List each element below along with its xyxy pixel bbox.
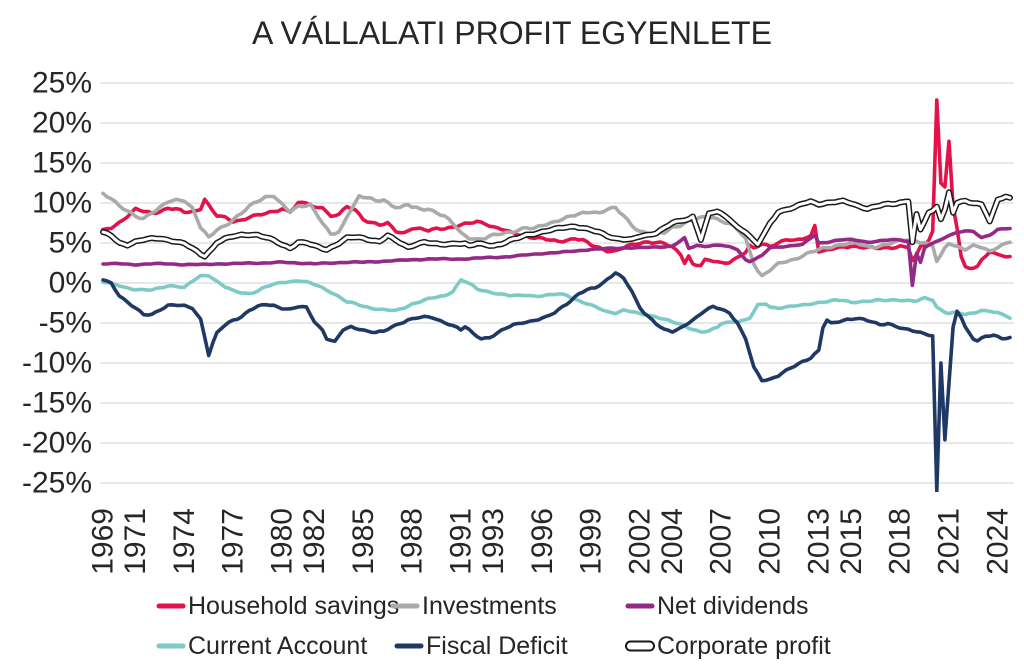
x-tick-label: 2018 [884,508,917,575]
x-tick-label: 1971 [119,508,152,575]
y-tick-label: -5% [39,307,92,340]
series-line-household-savings [101,98,1012,271]
legend-item-fiscal-deficit-label: Fiscal Deficit [426,632,568,660]
series-line-net-dividends [101,226,1012,288]
chart-title: A VÁLLALATI PROFIT EGYENLETE [252,15,772,51]
legend-item-net-dividends-label: Net dividends [657,592,808,620]
x-tick-label: 1999 [575,508,608,575]
series-line-fiscal-deficit [101,271,1012,492]
x-tick-label: 1969 [87,508,120,575]
x-tick-label: 2002 [623,508,656,575]
y-tick-label: 0% [49,267,92,300]
y-tick-label: 10% [32,187,92,220]
x-tick-label: 2013 [802,508,835,575]
series-line-investments [101,191,1012,278]
x-tick-label: 1993 [477,508,510,575]
y-tick-label: 5% [49,227,92,260]
legend-item-corporate-profit-label: Corporate profit [657,632,831,660]
y-tick-label: -25% [22,467,92,500]
gridlines [100,82,1014,484]
y-tick-label: -10% [22,347,92,380]
legend-item-investments-label: Investments [422,592,557,620]
y-tick-label: -20% [22,427,92,460]
x-tick-label: 2021 [932,508,965,575]
legend-item-corporate-profit-marker [625,640,655,652]
y-axis-labels: 25% 20% 15% 10% 5% 0% -5% -10% -15% -20% -25% [22,67,92,500]
x-tick-label: 2010 [754,508,787,575]
y-tick-label: 20% [32,107,92,140]
legend-item-household-savings-label: Household savings [188,592,399,620]
x-tick-label: 2024 [981,508,1014,575]
x-tick-label: 1977 [217,508,250,575]
x-tick-label: 2004 [656,508,689,575]
x-tick-label: 1985 [347,508,380,575]
x-tick-label: 1974 [168,508,201,575]
y-tick-label: -15% [22,387,92,420]
series-line-current-account [101,273,1012,334]
plot-series [100,98,1013,492]
series-line-corporate-profit-inner [101,190,1012,259]
x-tick-label: 1982 [298,508,331,575]
x-tick-label: 1996 [526,508,559,575]
y-tick-label: 15% [32,147,92,180]
x-tick-label: 2007 [705,508,738,575]
x-tick-label: 2015 [835,508,868,575]
legend-item-current-account-label: Current Account [188,632,367,660]
x-tick-label: 1980 [265,508,298,575]
x-tick-label: 1991 [444,508,477,575]
legend: Household savings Investments Net dividend… [156,592,831,660]
x-axis-labels: 1969 1971 1974 1977 1980 1982 1985 1988 1991 1993… [87,508,1015,575]
x-tick-label: 1988 [396,508,429,575]
y-tick-label: 25% [32,67,92,100]
